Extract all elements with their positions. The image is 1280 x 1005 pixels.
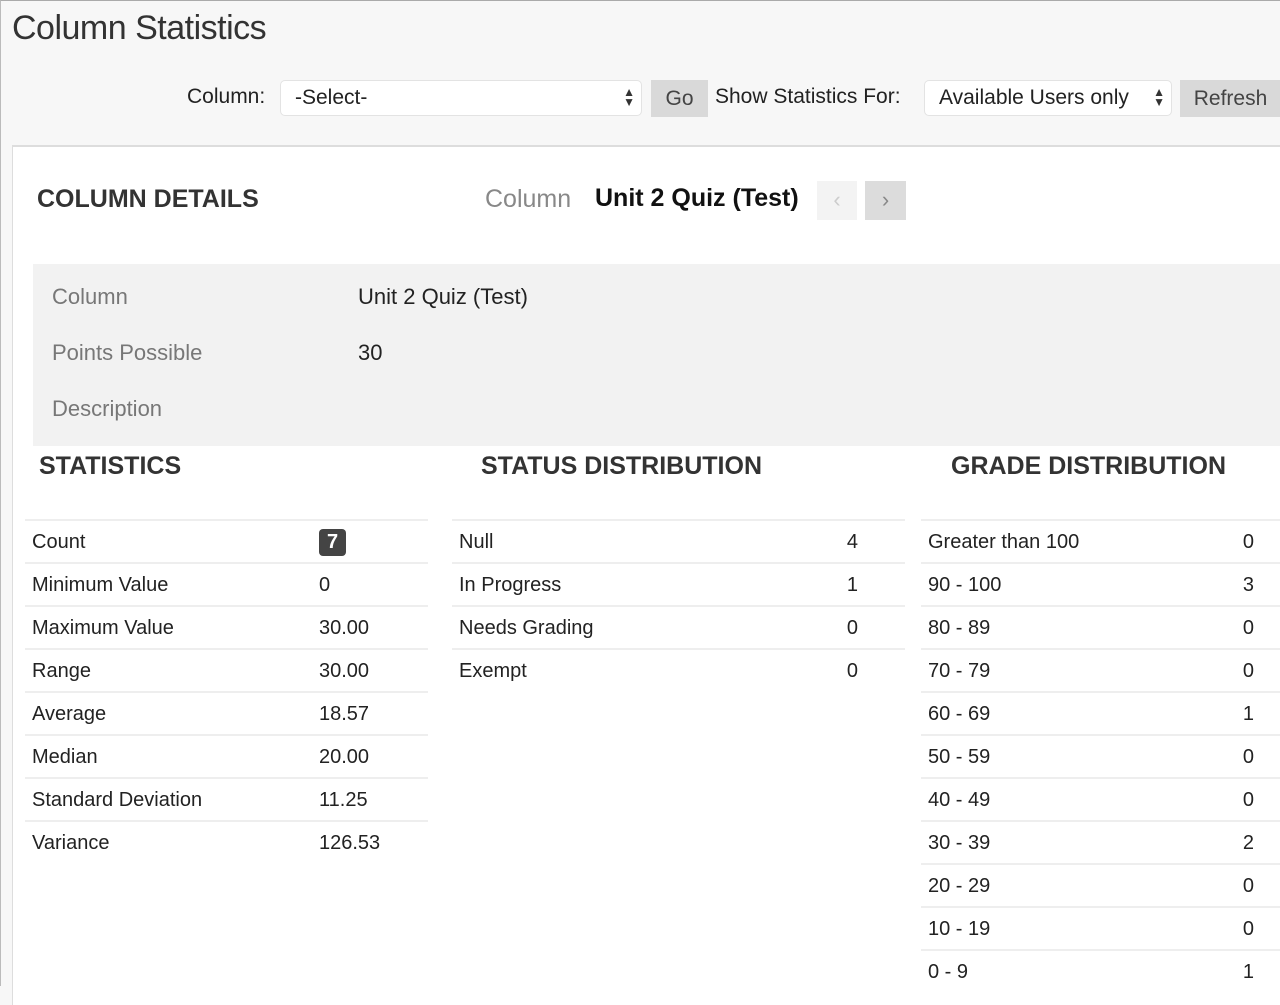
row-value: 0: [846, 660, 858, 682]
grade-distribution-heading: GRADE DISTRIBUTION: [951, 452, 1226, 480]
row-value: 11.25: [319, 789, 368, 811]
show-for-label: Show Statistics For:: [715, 85, 901, 108]
page-title: Column Statistics: [12, 9, 267, 47]
row-value: 3: [1242, 574, 1254, 596]
statistics-table: Count 7 Minimum Value 0 Maximum Value 30.00 Ra…: [25, 519, 428, 863]
row-label: 40 - 49: [928, 789, 991, 811]
row-value: 0: [846, 617, 858, 639]
row-label: Standard Deviation: [32, 789, 203, 811]
row-value: 2: [1242, 832, 1254, 854]
table-row: Maximum Value 30.00: [25, 605, 428, 648]
row-value: 0: [1242, 531, 1254, 553]
row-label: 70 - 79: [928, 660, 991, 682]
table-row: 80 - 89 0: [921, 605, 1280, 648]
updown-arrow-icon: ▲ ▼: [1153, 85, 1165, 109]
refresh-button[interactable]: Refresh: [1180, 80, 1280, 117]
table-row: Range 30.00: [25, 648, 428, 691]
table-row: Minimum Value 0: [25, 562, 428, 605]
row-label: 20 - 29: [928, 875, 991, 897]
column-nav-value: Unit 2 Quiz (Test): [595, 184, 799, 212]
status-distribution-heading: STATUS DISTRIBUTION: [481, 452, 763, 480]
detail-label: Description: [52, 396, 163, 421]
row-value: 4: [846, 531, 858, 553]
row-label: 10 - 19: [928, 918, 991, 940]
row-label: Variance: [32, 832, 110, 854]
table-row: Standard Deviation 11.25: [25, 777, 428, 820]
grade-distribution-table: Greater than 100 0 90 - 100 3 80 - 89 0 70 - 7…: [921, 519, 1280, 992]
row-value: 0: [1242, 660, 1254, 682]
row-label: Count: [32, 531, 86, 553]
table-row: Greater than 100 0: [921, 519, 1280, 562]
table-row: 30 - 39 2: [921, 820, 1280, 863]
row-label: 50 - 59: [928, 746, 991, 768]
row-label: 0 - 9: [928, 961, 969, 983]
column-details-box: Column Unit 2 Quiz (Test) Points Possibl…: [33, 264, 1280, 446]
detail-label: Points Possible: [52, 340, 203, 365]
table-row: 70 - 79 0: [921, 648, 1280, 691]
row-value: 0: [1242, 875, 1254, 897]
row-label: 90 - 100: [928, 574, 1002, 596]
row-value: 30.00: [319, 617, 370, 639]
row-label: 30 - 39: [928, 832, 991, 854]
row-value: 18.57: [319, 703, 370, 725]
detail-value: 30: [358, 340, 383, 365]
table-row: Median 20.00: [25, 734, 428, 777]
row-value: 0: [319, 574, 331, 596]
row-label: Greater than 100: [928, 531, 1080, 553]
chevron-right-icon: ›: [881, 187, 890, 212]
table-row: In Progress 1: [452, 562, 905, 605]
row-value: 0: [1242, 918, 1254, 940]
row-label: 60 - 69: [928, 703, 991, 725]
detail-value: Unit 2 Quiz (Test): [358, 284, 528, 309]
row-value: 20.00: [319, 746, 370, 768]
row-label: Median: [32, 746, 98, 768]
show-for-select-value: Available Users only: [939, 86, 1129, 109]
row-label: Average: [32, 703, 107, 725]
row-value: 30.00: [319, 660, 370, 682]
row-label: Minimum Value: [32, 574, 169, 596]
detail-label: Column: [52, 284, 128, 309]
column-label: Column:: [187, 85, 266, 108]
table-row: Average 18.57: [25, 691, 428, 734]
row-label: Maximum Value: [32, 617, 174, 639]
go-button[interactable]: Go: [651, 80, 708, 117]
row-label: Exempt: [459, 660, 527, 682]
row-label: Null: [459, 531, 494, 553]
table-row: 0 - 9 1: [921, 949, 1280, 992]
row-value: 0: [1242, 617, 1254, 639]
row-value: 126.53: [319, 832, 381, 854]
statistics-heading: STATISTICS: [39, 452, 182, 480]
table-row: Null 4: [452, 519, 905, 562]
table-row: Variance 126.53: [25, 820, 428, 863]
table-row: 90 - 100 3: [921, 562, 1280, 605]
chevron-left-icon: ‹: [833, 187, 841, 212]
row-label: In Progress: [459, 574, 562, 596]
table-row: 50 - 59 0: [921, 734, 1280, 777]
status-distribution-table: Null 4 In Progress 1 Needs Grading 0 Exempt 0: [452, 519, 905, 691]
updown-arrow-icon: ▲ ▼: [623, 85, 635, 109]
table-row: Count 7: [25, 519, 428, 562]
column-select-value: -Select-: [295, 86, 368, 109]
table-row: 20 - 29 0: [921, 863, 1280, 906]
row-value: 0: [1242, 746, 1254, 768]
row-value: 1: [1242, 703, 1254, 725]
table-row: 10 - 19 0: [921, 906, 1280, 949]
row-label: Needs Grading: [459, 617, 594, 639]
row-label: Range: [32, 660, 91, 682]
table-row: 60 - 69 1: [921, 691, 1280, 734]
row-value: 0: [1242, 789, 1254, 811]
row-value: 7: [319, 529, 347, 556]
row-value: 1: [846, 574, 858, 596]
column-nav-label: Column: [485, 185, 572, 213]
column-select[interactable]: -Select- ▲ ▼: [280, 80, 642, 116]
previous-column-button[interactable]: ‹: [817, 181, 857, 220]
row-value: 1: [1242, 961, 1254, 983]
table-row: Needs Grading 0: [452, 605, 905, 648]
row-label: 80 - 89: [928, 617, 991, 639]
show-for-select[interactable]: Available Users only ▲ ▼: [924, 80, 1172, 116]
column-details-heading: COLUMN DETAILS: [37, 185, 259, 213]
next-column-button[interactable]: ›: [865, 181, 906, 220]
table-row: Exempt 0: [452, 648, 905, 691]
table-row: 40 - 49 0: [921, 777, 1280, 820]
